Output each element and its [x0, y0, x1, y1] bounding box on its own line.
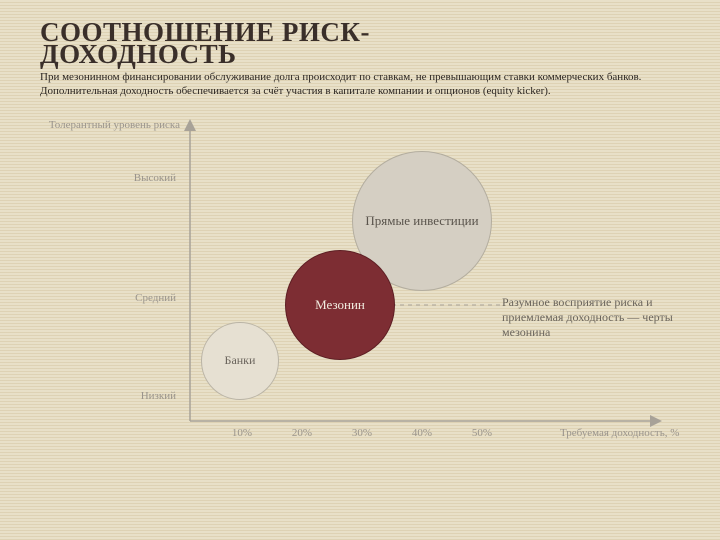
bubble-mezzanine: Мезонин	[285, 250, 395, 360]
risk-return-chart: Толерантный уровень риска Высокий Средний Н…	[40, 109, 680, 469]
page-title: СООТНОШЕНИЕ РИСК- ДОХОДНОСТЬ	[40, 22, 680, 65]
x-tick-label: 20%	[282, 427, 322, 439]
bubble-banks: Банки	[201, 322, 279, 400]
bubble-label: Прямые инвестиции	[365, 213, 478, 229]
x-tick-label: 10%	[222, 427, 262, 439]
x-axis-title: Требуемая доходность, %	[560, 427, 680, 440]
x-tick-label: 30%	[342, 427, 382, 439]
y-tick-label: Средний	[40, 292, 176, 304]
intro-paragraph: При мезонинном финансировании обслуживан…	[40, 71, 680, 99]
x-tick-label: 40%	[402, 427, 442, 439]
x-tick-label: 50%	[462, 427, 502, 439]
chart-annotation: Разумное восприятие риска и приемлемая д…	[502, 295, 682, 340]
bubble-label: Мезонин	[315, 297, 365, 313]
y-axis-title: Толерантный уровень риска	[40, 119, 180, 132]
bubble-label: Банки	[225, 353, 256, 368]
y-tick-label: Низкий	[40, 390, 176, 402]
title-line2: ДОХОДНОСТЬ	[40, 39, 237, 69]
y-tick-label: Высокий	[40, 172, 176, 184]
